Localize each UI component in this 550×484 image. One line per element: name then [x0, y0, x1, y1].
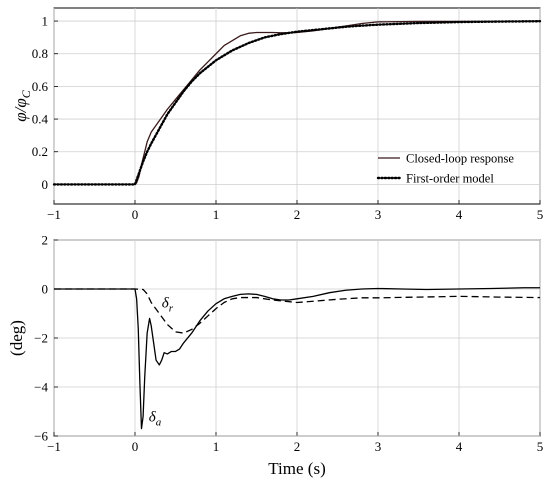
x-tick-label: 0 [132, 439, 139, 454]
y-tick-label: 0 [42, 177, 49, 192]
y-tick-label: 1 [42, 14, 49, 29]
x-tick-label: 1 [213, 207, 220, 222]
y-tick-label: 0 [42, 282, 49, 297]
y-tick-label: −2 [34, 331, 48, 346]
series-line-closed-loop-response [54, 20, 541, 186]
y-tick-label: 2 [42, 233, 49, 248]
x-tick-label: −1 [47, 207, 61, 222]
legend: Closed-loop response First-order model [376, 152, 514, 186]
x-tick-label: −1 [47, 439, 61, 454]
bottom-grid [53, 239, 541, 437]
annotation-symbol: δ [162, 295, 170, 311]
legend-label: First-order model [406, 172, 494, 186]
x-axis-label: Time (s) [268, 459, 325, 478]
annotation-subscript: a [156, 416, 162, 428]
x-tick-label: 0 [132, 207, 139, 222]
bottom-series [54, 287, 541, 430]
x-tick-label: 5 [537, 439, 544, 454]
y-tick-label: 0.8 [32, 46, 48, 61]
top-series [52, 20, 542, 186]
legend-label: Closed-loop response [406, 152, 514, 166]
y-tick-label: 0.4 [32, 112, 49, 127]
x-tick-label: 3 [375, 207, 382, 222]
annotation-delta-a: δa [149, 409, 162, 428]
x-tick-label: 4 [456, 439, 463, 454]
y-tick-label: 0.2 [32, 144, 48, 159]
x-tick-label: 3 [375, 439, 382, 454]
bottom-tick-labels: −1 0 1 2 3 4 5 −6 −4 −2 0 2 [34, 233, 543, 455]
annotation-delta-r: δr [162, 295, 174, 314]
x-tick-label: 2 [294, 439, 301, 454]
annotation-symbol: δ [149, 409, 157, 425]
x-tick-label: 4 [456, 207, 463, 222]
y-tick-label: −6 [34, 429, 48, 444]
top-panel: −1 0 1 2 3 4 5 0 0.2 0.4 0.6 0.8 1 φ/φC Closed-loop … [11, 7, 544, 222]
bottom-y-axis-label: (deg) [7, 320, 26, 356]
x-tick-label: 2 [294, 207, 301, 222]
top-y-axis-label-sub: C [19, 89, 33, 98]
y-tick-label: 0.6 [32, 79, 49, 94]
series-line-delta-a [54, 287, 540, 430]
annotation-subscript: r [169, 302, 174, 314]
x-tick-label: 1 [213, 439, 220, 454]
top-y-axis-label: φ/φC [11, 89, 33, 122]
top-tick-labels: −1 0 1 2 3 4 5 0 0.2 0.4 0.6 0.8 1 [32, 14, 544, 222]
x-tick-label: 5 [537, 207, 544, 222]
y-tick-label: −4 [34, 380, 48, 395]
top-y-axis-label-main: φ/φ [11, 98, 30, 122]
series-line-delta-r [54, 288, 541, 334]
series-line-first-order-model [52, 20, 542, 186]
